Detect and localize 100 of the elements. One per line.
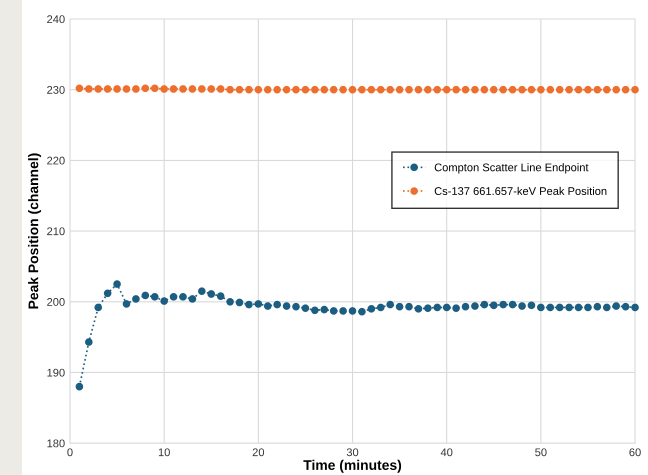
point xyxy=(226,86,234,94)
point xyxy=(471,302,479,310)
point xyxy=(311,86,319,94)
point xyxy=(424,304,432,312)
x-tick-label: 10 xyxy=(158,448,170,456)
point xyxy=(396,86,404,94)
point xyxy=(85,338,93,346)
point xyxy=(311,306,319,314)
point xyxy=(216,85,224,93)
y-tick-label: 240 xyxy=(47,15,65,24)
point xyxy=(104,85,112,93)
point xyxy=(348,307,356,315)
point xyxy=(254,86,262,94)
point xyxy=(245,300,253,308)
point xyxy=(376,304,385,312)
point xyxy=(631,304,639,312)
point xyxy=(556,304,564,312)
point xyxy=(499,300,508,308)
point xyxy=(602,86,611,94)
point xyxy=(302,304,310,312)
y-tick-label: 200 xyxy=(47,298,65,306)
point xyxy=(207,85,216,93)
point xyxy=(348,86,356,94)
point xyxy=(273,300,281,308)
point xyxy=(424,86,432,94)
point xyxy=(518,86,526,94)
x-tick-label: 20 xyxy=(252,448,264,456)
point xyxy=(207,290,216,298)
point xyxy=(216,292,224,300)
x-tick-label: 60 xyxy=(629,448,641,456)
y-tick-label: 190 xyxy=(47,368,65,377)
point xyxy=(170,293,178,301)
point xyxy=(226,298,234,306)
point xyxy=(612,302,620,310)
point xyxy=(565,86,573,94)
point xyxy=(414,86,422,94)
point xyxy=(76,84,84,92)
point xyxy=(546,304,554,312)
point xyxy=(188,295,196,303)
point xyxy=(508,300,516,308)
y-tick-label: 210 xyxy=(47,227,65,236)
x-tick-label: 40 xyxy=(440,448,452,456)
point xyxy=(339,307,347,315)
point xyxy=(518,302,526,310)
point xyxy=(368,86,376,94)
point xyxy=(584,86,592,94)
point xyxy=(142,84,150,92)
point xyxy=(490,86,498,94)
point xyxy=(594,86,602,94)
point xyxy=(179,85,187,93)
point xyxy=(462,86,470,94)
point xyxy=(405,302,413,311)
point xyxy=(254,300,262,308)
point xyxy=(471,86,479,94)
point xyxy=(113,280,121,288)
point xyxy=(631,86,639,94)
point xyxy=(546,86,554,94)
point xyxy=(150,293,159,301)
point xyxy=(508,86,516,94)
point xyxy=(302,86,310,94)
point xyxy=(612,86,620,94)
point xyxy=(358,308,366,316)
point xyxy=(584,304,592,312)
point xyxy=(282,86,290,94)
point xyxy=(433,86,442,94)
y-tick-label: 180 xyxy=(47,439,65,448)
point xyxy=(132,295,140,303)
point xyxy=(122,85,130,93)
point xyxy=(358,86,366,94)
point xyxy=(433,304,442,312)
x-tick-label: 0 xyxy=(67,448,73,456)
point xyxy=(528,302,536,310)
point xyxy=(622,302,630,311)
point xyxy=(282,302,290,310)
y-tick-label: 220 xyxy=(47,156,65,165)
point xyxy=(273,86,281,94)
y-tick-label: 230 xyxy=(47,86,65,94)
point xyxy=(198,85,206,93)
point xyxy=(94,304,102,312)
point xyxy=(622,86,630,94)
point xyxy=(376,86,385,94)
point xyxy=(264,302,272,310)
point xyxy=(94,85,102,93)
point xyxy=(386,300,394,308)
point xyxy=(122,300,130,308)
y-axis-title: Peak Position (channel) xyxy=(28,153,42,308)
point xyxy=(132,85,140,93)
point xyxy=(480,300,488,308)
point xyxy=(330,86,338,94)
point xyxy=(396,302,404,311)
x-tick-label: 50 xyxy=(535,448,547,456)
legend-label: Compton Scatter Line Endpoint xyxy=(434,163,588,174)
point xyxy=(442,304,451,312)
point xyxy=(537,86,545,94)
point xyxy=(292,86,300,94)
point xyxy=(292,302,300,311)
point xyxy=(339,86,347,94)
point xyxy=(150,84,159,92)
point xyxy=(537,304,545,312)
point xyxy=(188,85,196,93)
